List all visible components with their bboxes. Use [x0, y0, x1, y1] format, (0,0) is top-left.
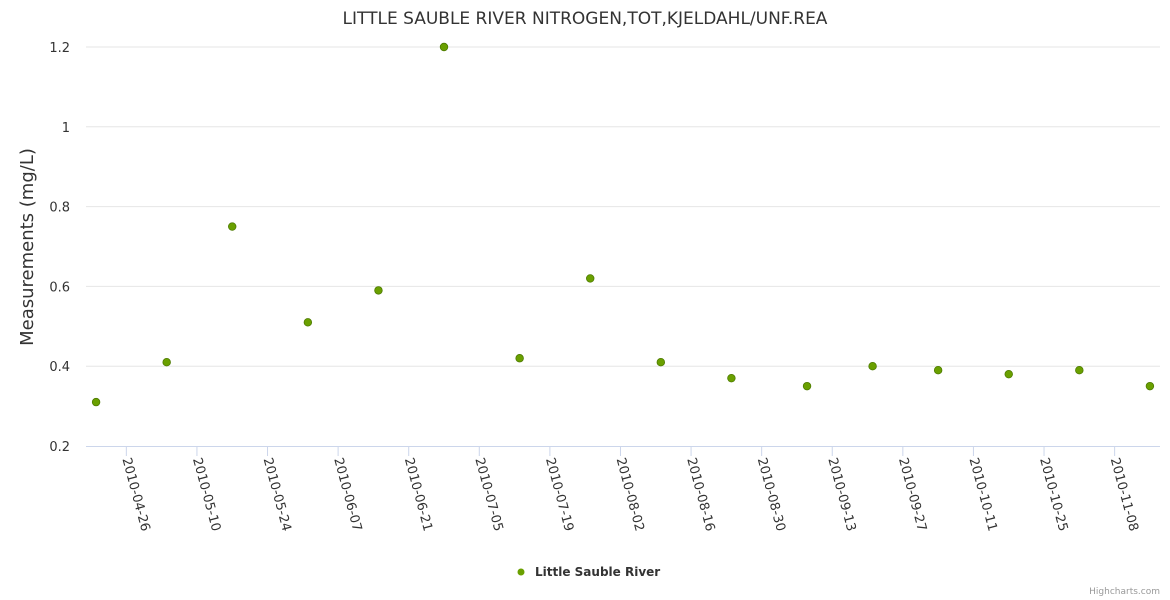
- y-axis-label: Measurements (mg/L): [17, 148, 38, 346]
- y-tick-label: 0.2: [49, 440, 70, 455]
- data-point: [802, 381, 812, 391]
- data-point: [515, 354, 524, 363]
- x-tick-label: 2010-10-11: [966, 456, 1000, 533]
- data-point: [586, 274, 595, 283]
- x-tick-label: 2010-07-19: [542, 456, 576, 533]
- x-tick-label: 2010-09-27: [895, 456, 929, 533]
- data-point: [303, 318, 313, 327]
- y-tick-label: 0.6: [49, 280, 70, 295]
- y-tick-label: 1: [62, 121, 70, 136]
- data-point: [727, 373, 736, 383]
- data-point: [374, 286, 383, 295]
- x-tick-label: 2010-06-21: [401, 456, 435, 533]
- x-tick-label: 2010-08-02: [613, 456, 647, 533]
- legend-marker: [517, 568, 525, 576]
- y-tick-label: 1.2: [49, 41, 70, 56]
- y-tick-label: 0.8: [49, 201, 70, 216]
- data-point: [228, 222, 237, 231]
- data-point: [162, 358, 171, 367]
- chart-title: LITTLE SAUBLE RIVER NITROGEN,TOT,KJELDAH…: [343, 9, 828, 29]
- legend-item[interactable]: Little Sauble River: [517, 565, 661, 579]
- data-point: [1004, 369, 1013, 379]
- data-point: [933, 365, 943, 375]
- x-tick-label: 2010-09-13: [824, 456, 858, 533]
- x-tick-label: 2010-04-26: [118, 456, 152, 533]
- x-tick-label: 2010-11-08: [1107, 456, 1141, 533]
- x-tick-label: 2010-06-07: [330, 456, 364, 533]
- x-tick-label: 2010-05-10: [189, 456, 223, 533]
- data-point: [656, 358, 666, 367]
- data-point: [868, 362, 877, 371]
- x-tick-label: 2010-10-25: [1036, 456, 1070, 533]
- legend-label: Little Sauble River: [535, 565, 660, 579]
- x-tick-label: 2010-08-30: [754, 456, 788, 533]
- data-point: [91, 397, 101, 407]
- data-point: [1075, 365, 1084, 375]
- x-tick-label: 2010-08-16: [683, 456, 717, 533]
- data-point: [439, 42, 449, 52]
- credits-link[interactable]: Highcharts.com: [1089, 587, 1160, 597]
- data-point: [1145, 381, 1155, 391]
- y-tick-label: 0.4: [49, 360, 70, 375]
- x-tick-label: 2010-05-24: [260, 456, 294, 533]
- x-tick-label: 2010-07-05: [471, 456, 505, 533]
